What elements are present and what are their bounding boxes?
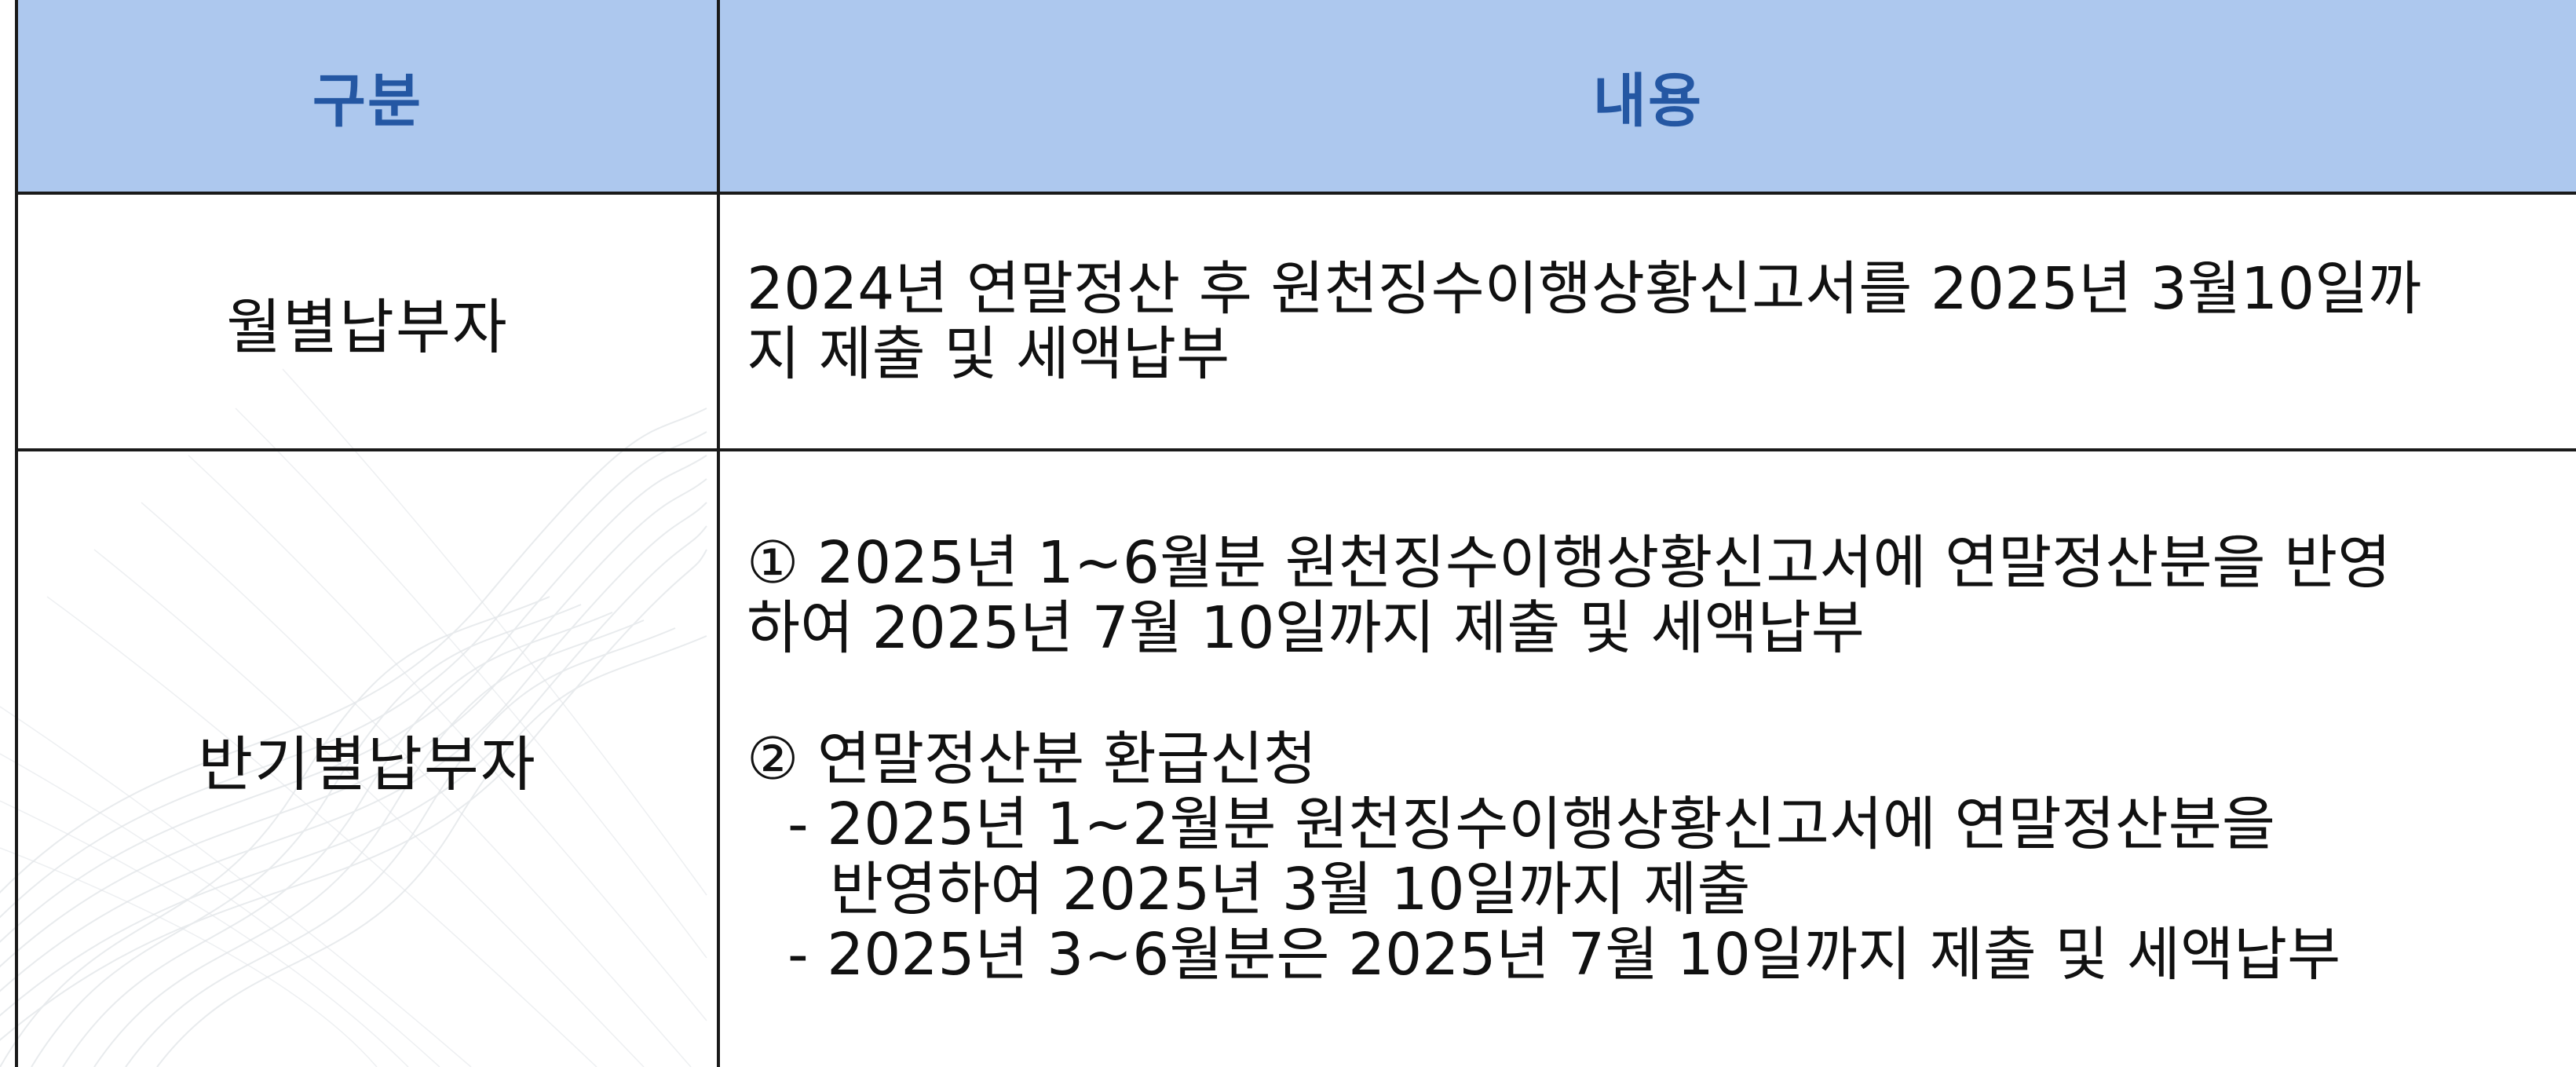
category-monthly-payer: 월별납부자 [15, 191, 720, 452]
item-1-line-2: 하여 2025년 7월 10일까지 제출 및 세액납부 [747, 594, 1865, 663]
item-2-sub-1-line-1: - 2025년 1~2월분 원천징수이행상황신고서에 연말정산분을 [787, 791, 2275, 859]
payment-schedule-table: 구분 내용 월별납부자 2024년 연말정산 후 원천징수이행상황신고서를 20… [15, 0, 2576, 1067]
header-category: 구분 [15, 0, 720, 195]
item-2-sub-1-line-2: 반영하여 2025년 3월 10일까지 제출 [830, 855, 1751, 923]
item-2-sub-2: - 2025년 3~6월분은 2025년 7월 10일까지 제출 및 세액납부 [787, 920, 2341, 988]
table-row-semiannual-payer: 반기별납부자 ① 2025년 1~6월분 원천징수이행상황신고서에 연말정산분을… [15, 448, 2576, 1067]
table-row-monthly-payer: 월별납부자 2024년 연말정산 후 원천징수이행상황신고서를 2025년 3월… [15, 191, 2576, 452]
content-line: 지 제출 및 세액납부 [747, 320, 1230, 388]
content-monthly-payer: 2024년 연말정산 후 원천징수이행상황신고서를 2025년 3월10일까 지… [717, 191, 2576, 452]
item-2-title: ② 연말정산분 환급신청 [747, 725, 1317, 794]
content-line: 2024년 연말정산 후 원천징수이행상황신고서를 2025년 3월10일까 [747, 254, 2422, 323]
content-semiannual-payer: ① 2025년 1~6월분 원천징수이행상황신고서에 연말정산분을 반영 하여 … [717, 448, 2576, 1067]
header-content: 내용 [717, 0, 2576, 195]
paragraph-gap [747, 661, 2545, 727]
item-1-line-1: ① 2025년 1~6월분 원천징수이행상황신고서에 연말정산분을 반영 [747, 529, 2391, 597]
category-semiannual-payer: 반기별납부자 [15, 448, 720, 1067]
table-header-row: 구분 내용 [15, 0, 2576, 195]
